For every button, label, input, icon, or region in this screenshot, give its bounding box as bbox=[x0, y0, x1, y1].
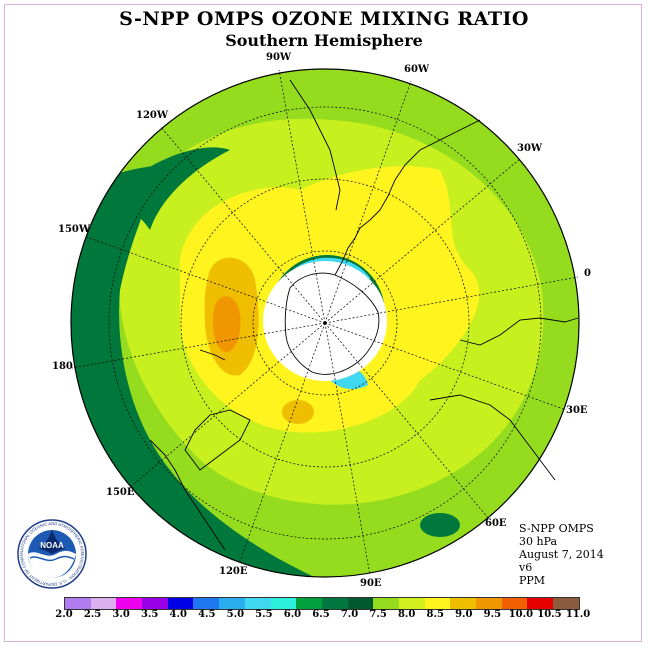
colorbar-swatch-16 bbox=[476, 598, 502, 609]
lon-label-60e: 60E bbox=[485, 518, 507, 529]
colorbar-swatch-18 bbox=[527, 598, 554, 609]
colorbar-swatch-1 bbox=[90, 598, 117, 609]
south-pole-marker bbox=[323, 321, 327, 325]
colorbar-tick-label: 2.5 bbox=[83, 609, 102, 620]
latitude-circles bbox=[108, 106, 542, 540]
colorbar-tick-label: 5.0 bbox=[226, 609, 245, 620]
lon-label-180: 180 bbox=[52, 361, 73, 372]
colorbar-swatch-17 bbox=[501, 598, 528, 609]
colorbar-tick-label: 4.0 bbox=[169, 609, 187, 620]
colorbar-swatch-3 bbox=[142, 598, 168, 609]
colorbar-swatch-7 bbox=[244, 598, 271, 609]
lon-label-150e: 150E bbox=[106, 487, 135, 498]
colorbar-tick-label: 8.5 bbox=[426, 609, 444, 620]
colorbar-tick-label: 6.5 bbox=[312, 609, 330, 620]
colorbar-tick-label: 4.5 bbox=[198, 609, 216, 620]
colorbar-swatch-0 bbox=[65, 598, 91, 609]
colorbar-swatch-6 bbox=[219, 598, 245, 609]
colorbar-tick-label: 10.5 bbox=[537, 609, 562, 620]
product-info: S-NPP OMPS 30 hPa August 7, 2014 v6 PPM bbox=[519, 522, 604, 587]
colorbar-tick-label: 3.5 bbox=[140, 609, 159, 620]
map-boundary bbox=[70, 68, 580, 578]
colorbar-tick-label: 9.0 bbox=[455, 609, 473, 620]
lon-label-150w: 150W bbox=[58, 224, 91, 235]
lon-label-30w: 30W bbox=[517, 143, 543, 154]
coastlines bbox=[149, 79, 579, 551]
lon-label-30e: 30E bbox=[566, 405, 588, 416]
colorbar-swatch-14 bbox=[424, 598, 451, 609]
colorbar-swatch-19 bbox=[553, 598, 579, 609]
colorbar-swatch-15 bbox=[450, 598, 476, 609]
image-frame bbox=[4, 4, 642, 642]
colorbar-swatch-13 bbox=[398, 598, 425, 609]
lon-label-120e: 120E bbox=[219, 566, 248, 577]
colorbar-tick-label: 10.0 bbox=[508, 609, 534, 620]
lon-label-90w: 90W bbox=[266, 52, 292, 63]
noaa-logo: NOAA NATIONAL OCEANIC AND ATMOSPHERIC AD… bbox=[16, 518, 87, 589]
ozone-field bbox=[71, 69, 579, 577]
colorbar-swatch-8 bbox=[270, 598, 297, 609]
lon-label-90e: 90E bbox=[360, 578, 382, 589]
colorbar-swatch-4 bbox=[167, 598, 194, 609]
lon-label-120w: 120W bbox=[136, 110, 169, 121]
observation-date: August 7, 2014 bbox=[519, 548, 604, 561]
colorbar-tick-label: 9.5 bbox=[483, 609, 502, 620]
instrument-label: S-NPP OMPS bbox=[519, 522, 594, 535]
lon-label-0: 0 bbox=[584, 268, 591, 279]
units-label: PPM bbox=[519, 574, 546, 587]
colorbar-swatch-11 bbox=[347, 598, 374, 609]
colorbar-tick-label: 7.0 bbox=[340, 609, 359, 620]
map-title: S-NPP OMPS OZONE MIXING RATIO bbox=[119, 8, 529, 30]
version-label: v6 bbox=[519, 561, 533, 574]
colorbar-tick-label: 5.5 bbox=[255, 609, 273, 620]
lon-label-60w: 60W bbox=[404, 64, 430, 75]
meridians bbox=[71, 69, 579, 576]
colorbar-swatch-5 bbox=[193, 598, 220, 609]
colorbar-tick-label: 3.0 bbox=[112, 609, 130, 620]
map-subtitle: Southern Hemisphere bbox=[225, 31, 423, 50]
colorbar-tick-label: 2.0 bbox=[55, 609, 73, 620]
colorbar-tick-label: 11.0 bbox=[565, 609, 591, 620]
logo-center-text: NOAA bbox=[40, 541, 64, 550]
colorbar-tick-label: 8.0 bbox=[397, 609, 416, 620]
colorbar bbox=[64, 597, 580, 610]
colorbar-swatch-2 bbox=[116, 598, 143, 609]
colorbar-swatch-12 bbox=[373, 598, 399, 609]
pressure-level: 30 hPa bbox=[519, 535, 558, 548]
colorbar-ticks: 2.0 2.5 3.0 3.5 4.0 4.5 5.0 5.5 6.0 6.5 7.0 7.5 8.0 8… bbox=[55, 609, 596, 623]
colorbar-swatch-10 bbox=[321, 598, 348, 609]
colorbar-tick-label: 6.0 bbox=[283, 609, 302, 620]
colorbar-swatch-9 bbox=[296, 598, 322, 609]
colorbar-tick-label: 7.5 bbox=[369, 609, 387, 620]
